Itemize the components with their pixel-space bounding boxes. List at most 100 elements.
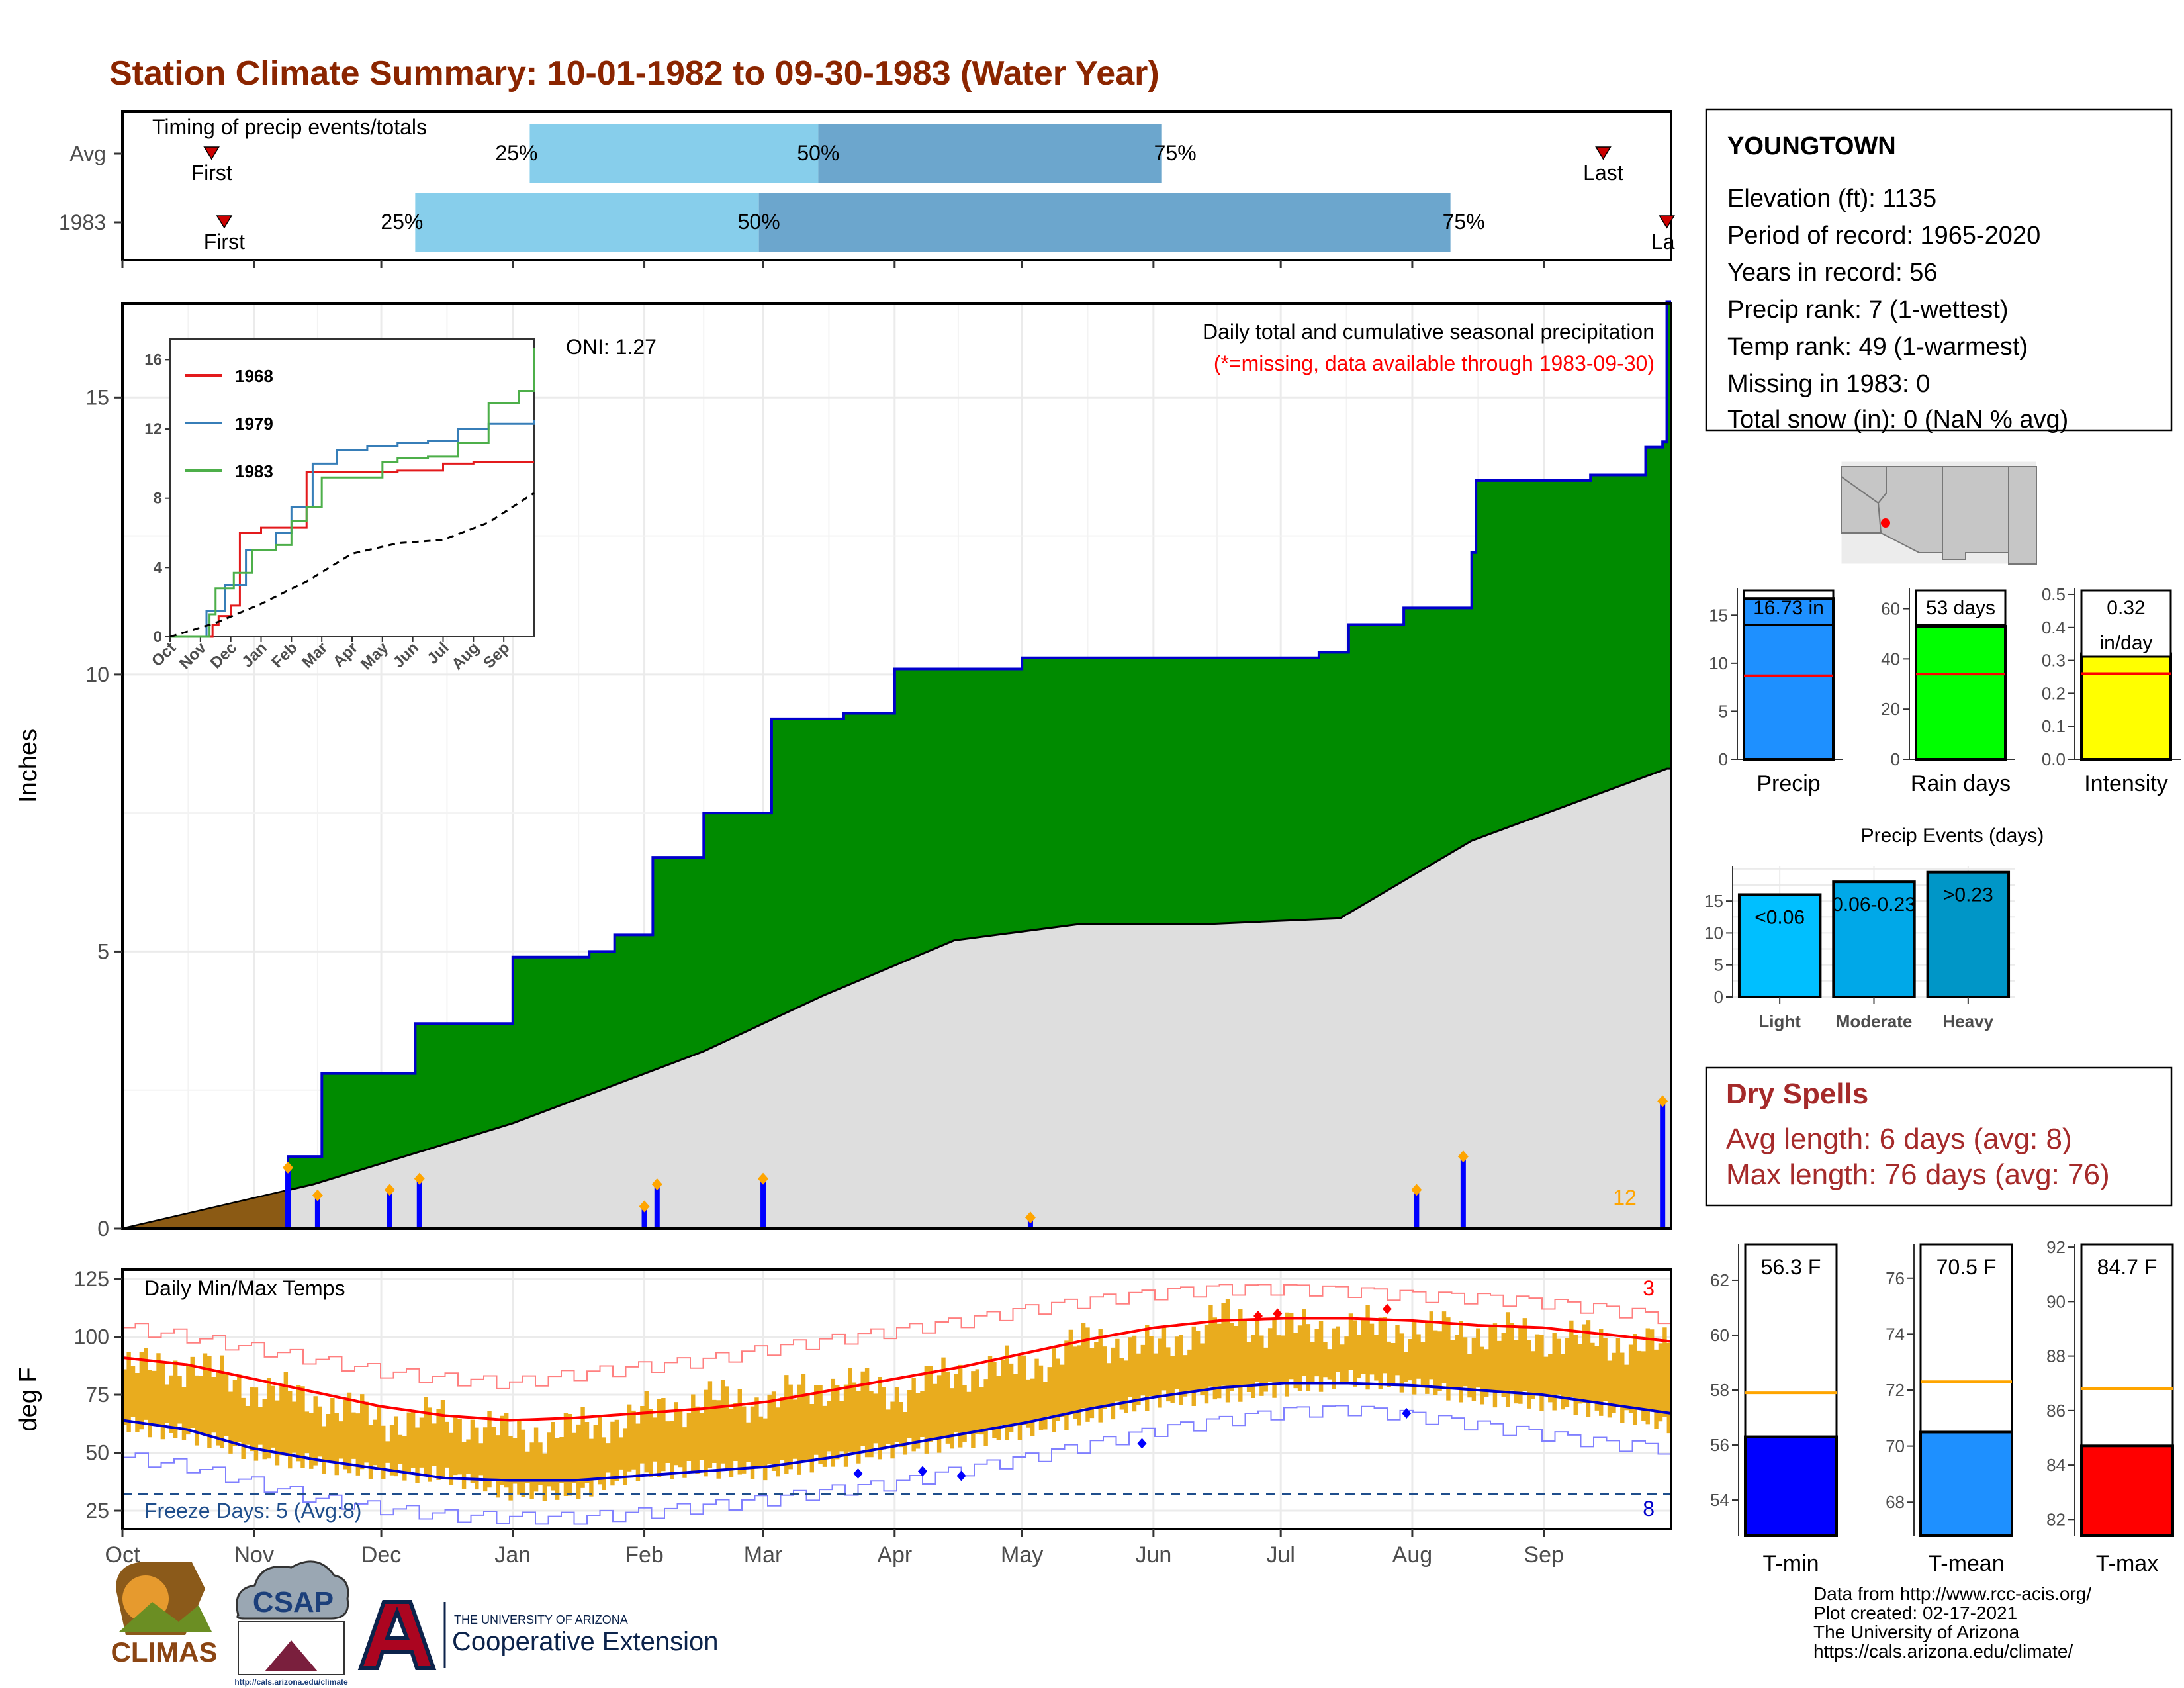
inset-line-average	[169, 492, 535, 638]
dry-spells-max: Max length: 76 days (avg: 76)	[1726, 1158, 2110, 1191]
station-missing: Missing in 1983: 0	[1727, 370, 1930, 398]
daily-temp-range-bars	[122, 1299, 1671, 1501]
events-category-label-0: Light	[1758, 1011, 1801, 1031]
daily-precip-bar-6	[760, 1178, 766, 1229]
summary-0-ytick-label-0: 0	[1719, 749, 1728, 769]
temp-title: Daily Min/Max Temps	[144, 1276, 345, 1300]
locator-map	[1841, 461, 2037, 565]
ua-logo: THE UNIVERSITY OF ARIZONA Cooperative Ex…	[357, 1600, 718, 1670]
station-precip-rank: Precip rank: 7 (1-wettest)	[1727, 296, 2008, 324]
temp-bar-0-ytick-label-4: 62	[1710, 1270, 1729, 1290]
average-min-temp-line	[122, 1382, 1672, 1482]
summary-2-ytick-label-5: 0.5	[2042, 585, 2066, 604]
last-event-marker-avg	[1595, 146, 1612, 160]
temp-bar-2-ytick-label-5: 92	[2046, 1237, 2066, 1257]
daily-precip-marker-0	[283, 1161, 294, 1174]
temp-panel: 25 50 75 100 125 deg F Daily Min/Max Temps F…	[15, 1267, 1672, 1568]
csap-wordmark: CSAP	[253, 1586, 334, 1618]
month-tick-label-6: Apr	[877, 1542, 912, 1568]
ua-block-a-icon	[357, 1600, 437, 1670]
station-snow: Total snow (in): 0 (NaN % avg)	[1727, 406, 2068, 434]
precip-ytick-label-3: 15	[85, 385, 109, 409]
month-tick-label-5: Mar	[744, 1542, 783, 1568]
footer: CLIMAS CSAP http://cals.arizona.edu/clim…	[111, 1560, 2091, 1687]
events-ytick-label-3: 15	[1704, 891, 1723, 911]
precip-missing-note: (*=missing, data available through 1983-…	[1214, 352, 1655, 375]
precip-events-chart: Precip Events (days) 0 5 10 15 <0.06 Light 0.0…	[1704, 825, 2044, 1031]
temp-bar-1-ytick-label-4: 76	[1886, 1268, 1905, 1288]
precip-panel-frame	[121, 302, 1672, 1230]
temp-bar-0-ytick-label-0: 54	[1710, 1490, 1729, 1510]
inset-legend-1968: 1968	[235, 366, 273, 386]
summary-2-value-text-2: in/day	[2099, 632, 2152, 654]
summary-bar-precip	[1743, 597, 1835, 761]
temp-bar-2-value-text: 84.7 F	[2097, 1255, 2158, 1279]
temp-ytick-label-2: 75	[85, 1383, 109, 1407]
timing-bar-50-75-1983	[758, 193, 1451, 252]
record-temp-marker-7	[1402, 1408, 1412, 1419]
csap-cloud-icon	[236, 1560, 349, 1620]
daily-precip-marker-5	[651, 1178, 662, 1191]
timing-panel: Timing of precip events/totals Avg 1983 …	[59, 110, 1675, 268]
summary-2-label: Intensity	[2084, 771, 2168, 796]
inset-ytick-label-3: 12	[144, 420, 162, 438]
first-event-label-avg: First	[191, 161, 232, 185]
ua-small-text: THE UNIVERSITY OF ARIZONA	[454, 1613, 628, 1626]
events-bar-label-1: 0.06-0.23	[1832, 894, 1916, 915]
summary-2-ytick-label-3: 0.3	[2042, 651, 2066, 671]
temp-bar-1-ytick-label-1: 70	[1886, 1436, 1905, 1456]
summary-0-value-box	[1743, 589, 1835, 626]
dry-spells-box: Dry Spells Avg length: 6 days (avg: 8) M…	[1705, 1066, 2173, 1207]
timing-pct-25-1983: 25%	[381, 210, 423, 234]
summary-0-label: Precip	[1756, 771, 1820, 796]
freeze-days-label: Freeze Days: 5 (Avg:8)	[144, 1499, 361, 1523]
events-ytick-label-1: 5	[1714, 955, 1723, 975]
station-name: YOUNGTOWN	[1727, 132, 1896, 160]
inset-legend-1983: 1983	[235, 461, 273, 481]
summary-1-ytick-label-1: 20	[1881, 699, 1900, 719]
average-max-temp-line	[122, 1317, 1672, 1422]
timing-pct-50-1983: 50%	[738, 210, 780, 234]
summary-bar-rain-days	[1915, 625, 2007, 761]
temp-bar-0-ytick-label-3: 60	[1710, 1325, 1729, 1345]
timing-row-label-avg: Avg	[69, 142, 106, 165]
summary-0-value-text: 16.73 in	[1753, 597, 1824, 619]
timing-bar-25-50-1983	[415, 193, 759, 252]
temp-bar-2-ytick-label-3: 88	[2046, 1346, 2066, 1366]
station-info: YOUNGTOWN Elevation (ft): 1135 Period of…	[1705, 108, 2173, 434]
daily-precip-bar-5	[654, 1184, 660, 1229]
precip-ytick-label-0: 0	[97, 1217, 109, 1241]
summary-0-ytick-label-1: 5	[1719, 701, 1728, 721]
station-years: Years in record: 56	[1727, 259, 1938, 287]
deficit-area	[122, 1189, 289, 1229]
events-ytick-label-0: 0	[1714, 987, 1723, 1007]
precip-ytick-label-2: 10	[85, 663, 109, 686]
daily-precip-marker-1	[312, 1189, 323, 1201]
footer-data-source: Data from http://www.rcc-acis.org/	[1813, 1583, 2091, 1604]
inset-ytick-label-4: 16	[144, 351, 162, 369]
daily-precip-bar-8	[1414, 1190, 1420, 1229]
timing-panel-title: Timing of precip events/totals	[152, 115, 427, 139]
timing-pct-75-avg: 75%	[1154, 141, 1197, 165]
summary-bars: 0 5 10 15 16.73 in Precip 0 20 40 60 53 days Rain d…	[1709, 585, 2181, 796]
extreme-count: 12	[1613, 1186, 1637, 1209]
daily-precip-bar-1	[314, 1195, 320, 1229]
temp-bar-1-ytick-label-0: 68	[1886, 1492, 1905, 1512]
summary-bar-intensity	[2080, 652, 2172, 761]
first-event-marker-avg	[203, 146, 220, 160]
first-event-label-1983: First	[204, 230, 245, 254]
month-tick-label-10: Aug	[1392, 1542, 1433, 1568]
california-shape	[1841, 475, 1882, 534]
dry-spells-avg: Avg length: 6 days (avg: 8)	[1726, 1123, 2072, 1155]
nevada-shape	[1841, 466, 1887, 504]
temp-bar-0-label: T-min	[1763, 1551, 1819, 1576]
climas-logo: CLIMAS	[111, 1562, 218, 1667]
daily-precip-marker-2	[384, 1184, 395, 1196]
daily-precip-marker-10	[1657, 1095, 1668, 1107]
record-temp-marker-2	[1383, 1303, 1392, 1315]
timing-pct-75-1983: 75%	[1443, 210, 1485, 234]
temp-ytick-label-1: 50	[85, 1441, 109, 1465]
summary-2-ytick-label-1: 0.1	[2042, 716, 2066, 736]
